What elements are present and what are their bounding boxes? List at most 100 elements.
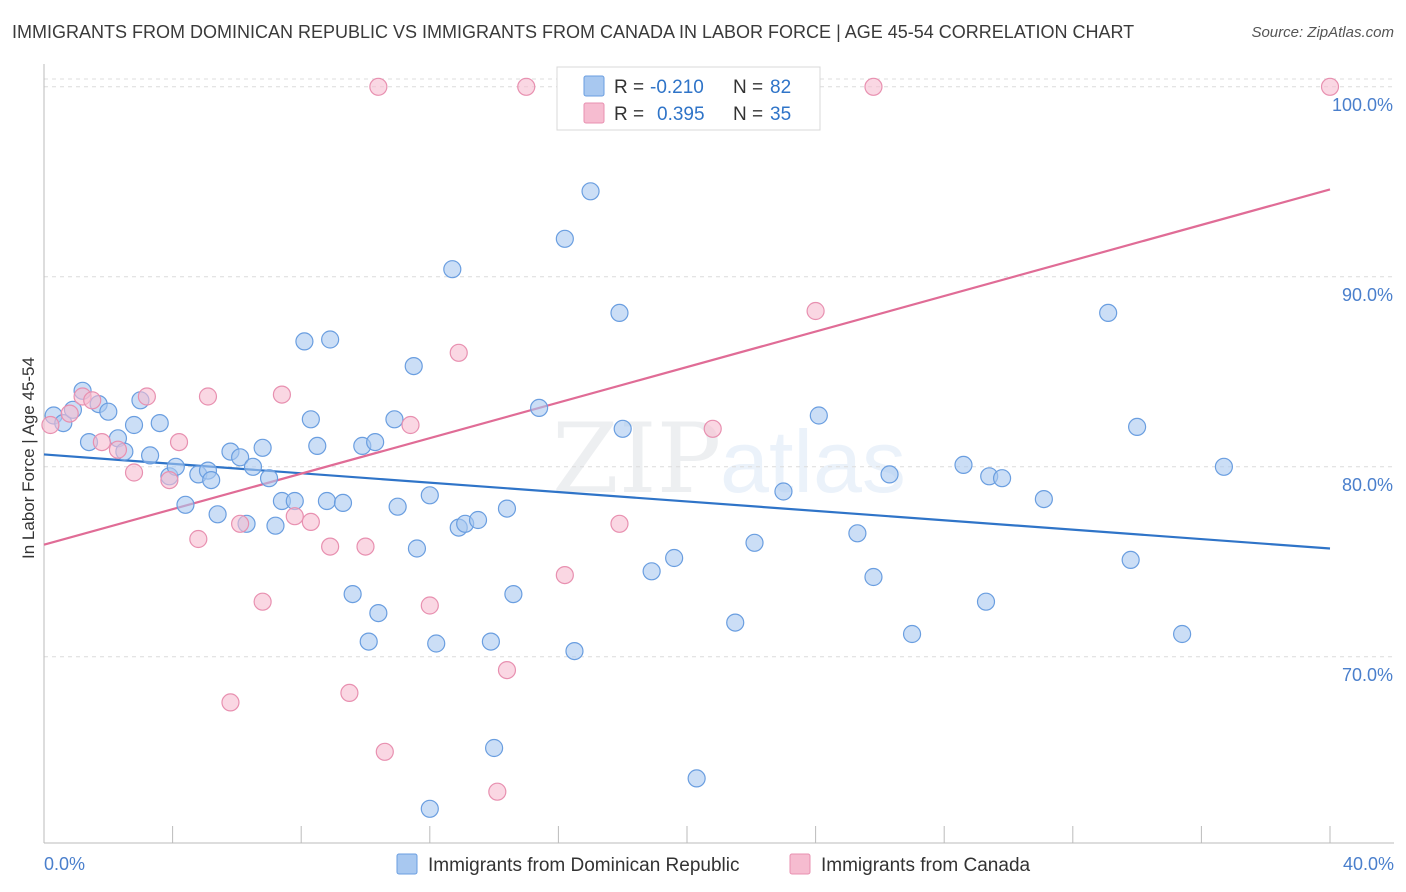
- point-blue-74: [992, 469, 1012, 488]
- point-blue-63: [726, 613, 745, 632]
- point-blue-6: [99, 402, 118, 421]
- point-pink-17: [301, 512, 320, 532]
- bottom-legend-blue-label: Immigrants from Dominican Republic: [428, 855, 740, 876]
- x-tick-label-max: 40.0%: [1343, 854, 1394, 874]
- point-blue-30: [301, 410, 320, 429]
- point-blue-33: [321, 330, 340, 349]
- point-pink-11: [198, 387, 218, 406]
- point-blue-38: [366, 433, 385, 452]
- point-blue-42: [404, 357, 423, 376]
- point-blue-55: [555, 229, 574, 248]
- point-pink-4: [92, 433, 111, 452]
- point-blue-21: [231, 448, 250, 467]
- point-blue-51: [485, 738, 504, 758]
- point-pink-18: [321, 537, 340, 556]
- legend-blue-n-value: 82: [770, 77, 791, 98]
- watermark-atlas: atlas: [720, 412, 906, 511]
- point-blue-12: [150, 414, 169, 433]
- point-blue-44: [420, 486, 439, 505]
- point-pink-12: [221, 693, 240, 712]
- trend-line-pink: [43, 188, 1331, 546]
- point-pink-31: [703, 419, 722, 438]
- point-blue-80: [1214, 457, 1234, 476]
- point-blue-46: [443, 260, 462, 279]
- y-axis-title: In Labor Force | Age 45-54: [19, 357, 38, 559]
- legend-blue-r-value: -0.210: [650, 77, 704, 98]
- point-blue-24: [253, 438, 272, 457]
- point-blue-26: [266, 516, 285, 535]
- legend-pink-n-label: N =: [733, 104, 763, 125]
- point-blue-28: [285, 491, 304, 511]
- point-blue-59: [613, 419, 632, 438]
- point-blue-67: [848, 524, 867, 543]
- point-pink-30: [610, 514, 629, 533]
- y-tick-labels: 70.0% 80.0% 90.0% 100.0%: [1332, 95, 1393, 685]
- y-tick-label-70: 70.0%: [1342, 665, 1393, 685]
- point-blue-43: [407, 539, 427, 558]
- gridlines: [44, 78, 1394, 658]
- point-blue-75: [1034, 490, 1053, 509]
- legend-pink-r-value: 0.395: [657, 104, 705, 125]
- point-blue-81: [420, 799, 439, 818]
- point-blue-9: [124, 415, 144, 435]
- legend-blue-n-label: N =: [733, 77, 763, 98]
- point-blue-23: [243, 457, 263, 476]
- point-pink-8: [160, 471, 179, 490]
- point-blue-65: [774, 482, 793, 501]
- point-pink-24: [420, 596, 439, 615]
- point-pink-19: [340, 683, 359, 703]
- point-pink-15: [272, 385, 292, 404]
- point-blue-53: [504, 584, 523, 604]
- point-blue-37: [359, 632, 378, 651]
- point-blue-52: [497, 499, 517, 518]
- point-blue-70: [902, 624, 922, 644]
- legend-blue-r-label: R =: [614, 77, 644, 98]
- y-tick-label-90: 90.0%: [1342, 285, 1393, 305]
- series-pink-points: [41, 77, 1340, 801]
- series-legend: Immigrants from Dominican Republic Immig…: [396, 853, 1031, 876]
- stats-legend: R = -0.210 N = 82 R = 0.395 N = 35: [556, 66, 821, 131]
- point-pink-27: [497, 660, 517, 680]
- point-blue-25: [259, 469, 279, 488]
- point-pink-7: [137, 387, 156, 406]
- point-pink-33: [864, 77, 883, 96]
- point-pink-25: [449, 343, 468, 362]
- point-pink-13: [231, 514, 250, 533]
- point-blue-18: [202, 471, 221, 490]
- point-pink-3: [83, 391, 102, 410]
- point-pink-22: [375, 742, 394, 761]
- point-blue-49: [468, 510, 488, 530]
- point-blue-11: [140, 446, 160, 465]
- point-blue-57: [581, 182, 600, 201]
- point-blue-56: [565, 641, 584, 661]
- point-pink-28: [517, 77, 536, 96]
- point-blue-71: [954, 455, 973, 474]
- point-pink-20: [356, 537, 375, 556]
- bottom-legend-swatch-blue: [396, 853, 418, 875]
- point-pink-9: [169, 433, 189, 452]
- point-pink-6: [124, 463, 144, 482]
- point-blue-40: [385, 410, 404, 429]
- legend-swatch-blue: [583, 75, 605, 97]
- point-pink-21: [369, 77, 388, 96]
- point-blue-39: [369, 603, 388, 623]
- x-tick-label-min: 0.0%: [44, 854, 85, 874]
- legend-swatch-pink: [583, 102, 605, 124]
- point-pink-26: [488, 782, 507, 801]
- point-blue-19: [208, 505, 227, 524]
- watermark-zip: ZIP: [552, 403, 721, 515]
- point-blue-64: [745, 533, 764, 552]
- point-pink-32: [806, 301, 825, 321]
- point-blue-68: [864, 567, 883, 587]
- point-blue-32: [317, 491, 337, 511]
- point-blue-31: [308, 436, 327, 455]
- axes: [43, 64, 1394, 844]
- point-blue-54: [530, 398, 549, 417]
- legend-pink-n-value: 35: [770, 104, 791, 125]
- point-blue-77: [1121, 550, 1140, 570]
- point-blue-45: [427, 634, 446, 653]
- y-tick-label-100: 100.0%: [1332, 95, 1393, 115]
- point-blue-62: [687, 769, 706, 788]
- point-pink-16: [285, 507, 304, 526]
- point-blue-41: [388, 497, 407, 516]
